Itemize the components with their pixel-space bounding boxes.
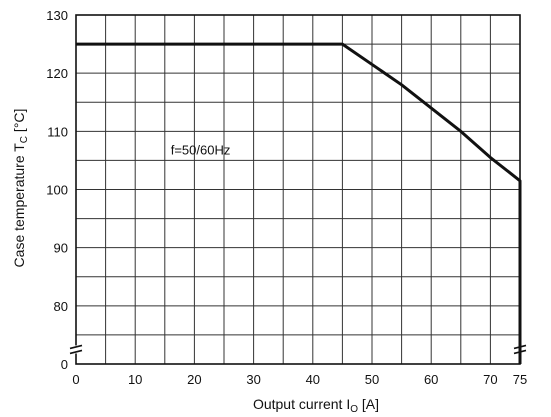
y-tick-label: 110 — [47, 124, 68, 139]
y-axis-title: Case temperature TC [°C] — [11, 109, 30, 268]
axis-break-markers — [69, 344, 527, 355]
x-tick-label: 10 — [128, 372, 142, 387]
x-tick-label: 40 — [306, 372, 320, 387]
y-tick-label: 130 — [46, 8, 68, 23]
grid — [76, 15, 520, 364]
x-tick-label: 30 — [246, 372, 260, 387]
y-tick-label: 120 — [46, 66, 68, 81]
x-tick-labels: 0 10 20 30 40 50 60 70 75 — [72, 372, 527, 387]
x-tick-label: 70 — [483, 372, 497, 387]
y-tick-label: 90 — [54, 241, 68, 256]
series-line — [76, 42, 522, 364]
y-axis-break-marker — [69, 344, 83, 355]
x-tick-label: 60 — [424, 372, 438, 387]
y-tick-labels: 0 80 90 100 110 120 130 — [46, 8, 68, 372]
y-tick-label: 80 — [54, 299, 68, 314]
series-group — [76, 42, 522, 364]
y-tick-label: 100 — [46, 183, 68, 198]
x-tick-label: 50 — [365, 372, 379, 387]
x-axis-title: Output current IO [A] — [253, 396, 379, 415]
frequency-annotation: f=50/60Hz — [171, 143, 231, 158]
y-tick-label: 0 — [61, 357, 68, 372]
x-tick-label: 0 — [72, 372, 79, 387]
x-tick-label: 75 — [513, 372, 527, 387]
annotations: f=50/60Hz — [171, 143, 231, 158]
x-tick-label: 20 — [187, 372, 201, 387]
